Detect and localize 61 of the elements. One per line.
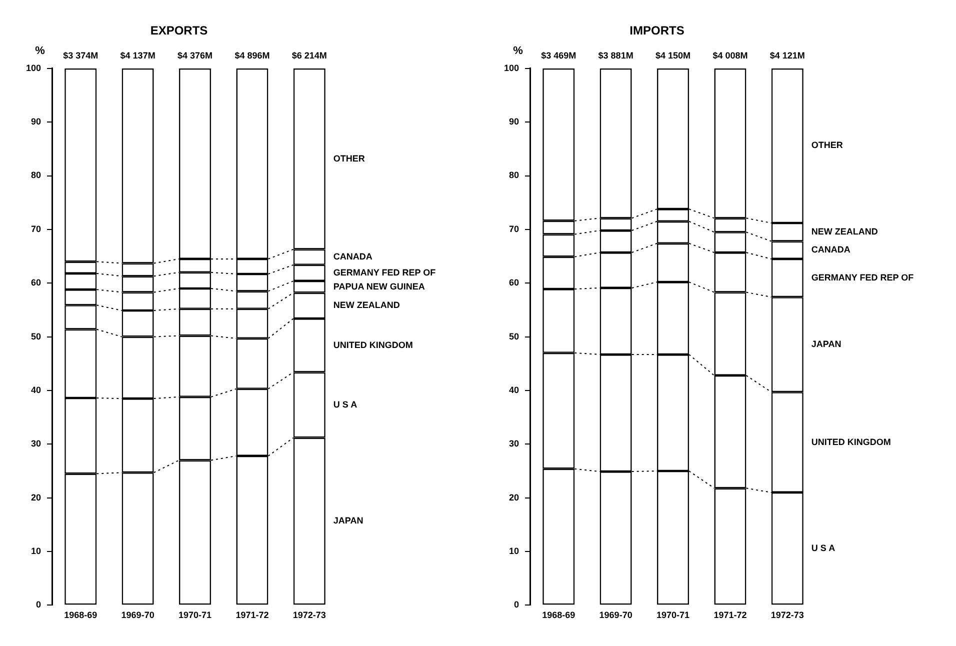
chart-title: EXPORTS (150, 24, 208, 38)
y-tick-label: 0 (36, 600, 42, 610)
y-tick-label: 30 (31, 438, 42, 449)
x-tick-label: 1968-69 (64, 610, 98, 620)
y-tick-label: 70 (31, 224, 42, 234)
x-tick-label: 1972-73 (770, 610, 804, 620)
annotation: $4 896M (234, 50, 270, 60)
y-axis-title: % (513, 44, 524, 57)
y-tick-label: 90 (31, 116, 42, 127)
series-label: UNITED KINGDOM (333, 340, 413, 350)
y-tick-label: 50 (509, 331, 520, 342)
series-label: OTHER (811, 140, 844, 150)
x-tick-label: 1972-73 (292, 610, 326, 620)
x-tick-label: 1969-70 (121, 610, 154, 620)
series-label: CANADA (333, 252, 373, 262)
series-label: UNITED KINGDOM (811, 436, 891, 447)
y-tick-label: 40 (509, 384, 520, 395)
series-label: CANADA (811, 244, 851, 255)
annotation: $4 008M (712, 50, 748, 60)
series-label: GERMANY FED REP OF (811, 272, 914, 283)
x-tick-label: 1969-70 (599, 610, 632, 620)
y-axis-title: % (35, 44, 46, 57)
x-tick-label: 1970-71 (656, 610, 690, 620)
x-tick-label: 1968-69 (542, 610, 576, 620)
annotation: $3 469M (541, 50, 576, 60)
y-tick-label: 60 (509, 278, 520, 288)
annotation: $4 121M (770, 50, 805, 60)
annotation: $4 376M (177, 50, 213, 60)
y-tick-label: 20 (31, 492, 42, 502)
annotation: $3 374M (63, 50, 98, 60)
y-tick-label: 100 (26, 62, 42, 73)
y-tick-label: 20 (509, 492, 520, 502)
series-label: U S A (811, 543, 836, 554)
y-tick-label: 70 (509, 224, 520, 234)
x-tick-label: 1970-71 (178, 610, 212, 620)
series-label: NEW ZEALAND (333, 300, 400, 310)
x-tick-label: 1971-72 (714, 610, 747, 620)
y-tick-label: 80 (509, 170, 520, 180)
chart-title: IMPORTS (630, 24, 684, 38)
y-tick-label: 10 (31, 546, 42, 556)
annotation: $4 137M (120, 50, 156, 60)
annotation: $3 881M (598, 50, 634, 60)
series-label: NEW ZEALAND (811, 226, 878, 237)
series-label: JAPAN (811, 339, 842, 350)
annotation: $6 214M (292, 50, 327, 60)
y-tick-label: 50 (31, 331, 42, 342)
series-label: GERMANY FED REP OF (333, 267, 436, 278)
x-tick-label: 1971-72 (236, 610, 269, 620)
series-label: JAPAN (333, 516, 364, 526)
y-tick-label: 40 (31, 384, 42, 395)
series-label: PAPUA NEW GUINEA (333, 281, 426, 292)
y-tick-label: 90 (509, 116, 520, 127)
y-tick-label: 60 (31, 278, 42, 288)
y-tick-label: 10 (509, 546, 520, 556)
annotation: $4 150M (655, 50, 691, 60)
y-tick-label: 30 (509, 438, 520, 449)
series-label: OTHER (333, 153, 366, 164)
series-label: U S A (333, 399, 358, 410)
y-tick-label: 0 (514, 600, 520, 610)
y-tick-label: 100 (504, 62, 520, 73)
y-tick-label: 80 (31, 170, 42, 180)
